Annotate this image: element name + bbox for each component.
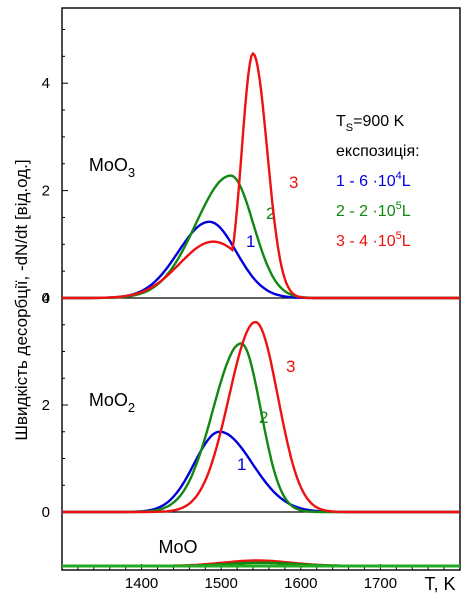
legend-entry: TS=900 K [336,113,405,134]
legend-entry: експозиція: [336,143,420,160]
series-number-label: 3 [286,357,295,376]
panel-label-subscript: 3 [128,165,135,180]
x-tick-label: 1400 [125,575,158,592]
panel-label: MoO2 [89,390,135,415]
x-tick-label: 1500 [205,575,238,592]
y-tick-label: 4 [42,290,50,307]
x-axis-label: T, K [424,574,455,594]
y-tick-label: 4 [42,75,50,92]
x-tick-label: 1700 [364,575,397,592]
series-line-1 [62,430,460,514]
legend-entry: 2 - 2 ·105L [336,200,411,220]
series-line-2 [62,342,460,514]
panel-label: MoO [158,537,197,557]
series-line-3 [62,51,460,300]
series-number-label: 1 [246,232,255,251]
panel-label-subscript: 2 [128,400,135,415]
y-tick-label: 2 [42,397,50,414]
y-tick-label: 0 [42,290,50,307]
y-tick-label: 0 [42,504,50,521]
series-line-3 [62,321,460,514]
y-axis-label: Швидкість десорбції, -dN/dt [від.од.] [12,159,31,440]
legend-entry: 1 - 6 ·104L [336,170,411,190]
x-tick-label: 1600 [284,575,317,592]
y-tick-label: 2 [42,183,50,200]
series-number-label: 2 [259,408,268,427]
series-number-label: 3 [289,173,298,192]
legend-entry: 3 - 4 ·105L [336,230,411,250]
series-number-label: 2 [266,204,275,223]
plot-frame [61,7,461,571]
series-number-label: 1 [237,455,246,474]
panel-label: MoO3 [89,155,135,180]
